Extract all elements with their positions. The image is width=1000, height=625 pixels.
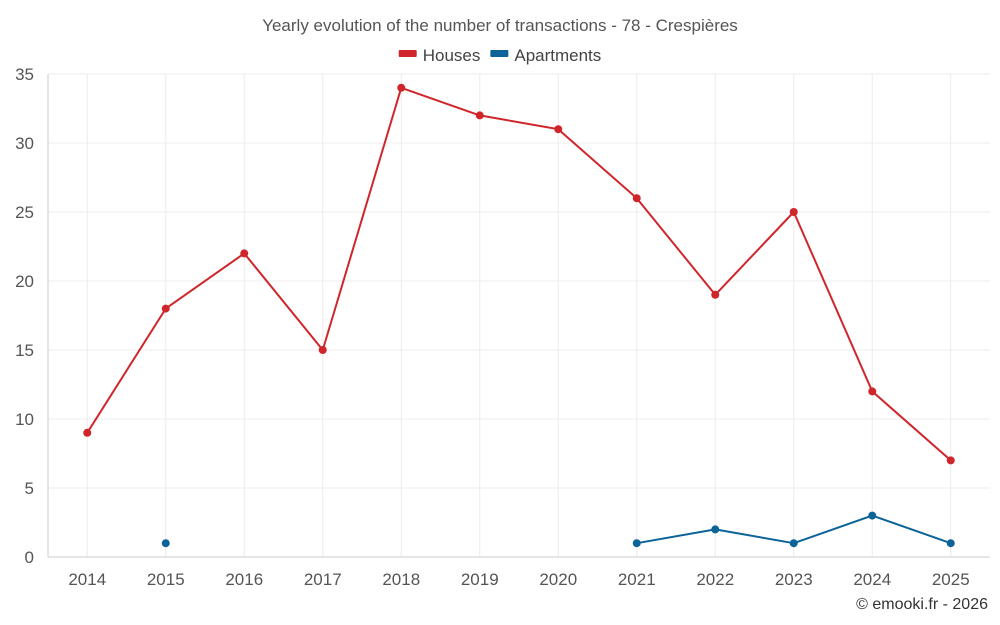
credit-text: © emooki.fr - 2026 <box>856 596 988 613</box>
y-tick-label: 0 <box>25 548 34 567</box>
data-point-houses-2016[interactable] <box>240 249 249 258</box>
data-point-houses-2018[interactable] <box>397 83 406 92</box>
data-point-apartments-2021[interactable] <box>632 539 641 548</box>
data-point-houses-2024[interactable] <box>868 387 877 396</box>
series-apartments <box>161 511 955 548</box>
data-point-houses-2014[interactable] <box>83 428 92 437</box>
y-tick-label: 30 <box>15 134 34 153</box>
data-point-apartments-2023[interactable] <box>789 539 798 548</box>
legend-label: Houses <box>423 46 481 65</box>
x-tick-label: 2019 <box>461 570 499 589</box>
data-point-houses-2015[interactable] <box>161 304 170 313</box>
series-line-houses <box>86 86 952 462</box>
x-tick-label: 2020 <box>539 570 577 589</box>
x-tick-label: 2024 <box>853 570 891 589</box>
x-tick-label: 2016 <box>225 570 263 589</box>
x-tick-label: 2015 <box>147 570 185 589</box>
legend-swatch <box>490 50 509 57</box>
x-tick-label: 2017 <box>304 570 342 589</box>
x-tick-label: 2021 <box>618 570 656 589</box>
series-houses <box>83 83 955 465</box>
legend-item-apartments[interactable]: Apartments <box>490 46 601 65</box>
y-tick-label: 25 <box>15 203 34 222</box>
series-layer <box>83 83 955 548</box>
chart-title: Yearly evolution of the number of transa… <box>262 16 738 35</box>
x-tick-label: 2023 <box>775 570 813 589</box>
data-point-houses-2017[interactable] <box>318 346 327 354</box>
x-tick-label: 2018 <box>382 570 420 589</box>
x-tick-label: 2022 <box>696 570 734 589</box>
y-tick-label: 15 <box>15 341 34 360</box>
legend: Houses Apartments <box>398 46 601 65</box>
data-point-houses-2020[interactable] <box>554 125 563 134</box>
data-point-houses-2021[interactable] <box>632 194 641 203</box>
legend-item-houses[interactable]: Houses <box>398 46 481 65</box>
y-tick-label: 5 <box>25 479 34 498</box>
data-point-apartments-2022[interactable] <box>711 525 720 534</box>
y-tick-label: 35 <box>15 65 34 84</box>
data-point-houses-2025[interactable] <box>946 456 955 465</box>
data-point-apartments-2024[interactable] <box>868 511 877 520</box>
legend-label: Apartments <box>514 46 601 65</box>
y-tick-label: 10 <box>15 410 34 429</box>
data-point-apartments-2015[interactable] <box>161 539 170 548</box>
grid <box>48 73 990 557</box>
x-tick-label: 2014 <box>68 570 106 589</box>
y-tick-label: 20 <box>15 272 34 291</box>
data-point-apartments-2025[interactable] <box>946 539 955 548</box>
data-point-houses-2023[interactable] <box>789 208 798 216</box>
x-tick-label: 2025 <box>932 570 970 589</box>
data-point-houses-2022[interactable] <box>711 290 720 299</box>
legend-swatch <box>398 50 417 57</box>
data-point-houses-2019[interactable] <box>475 111 484 120</box>
